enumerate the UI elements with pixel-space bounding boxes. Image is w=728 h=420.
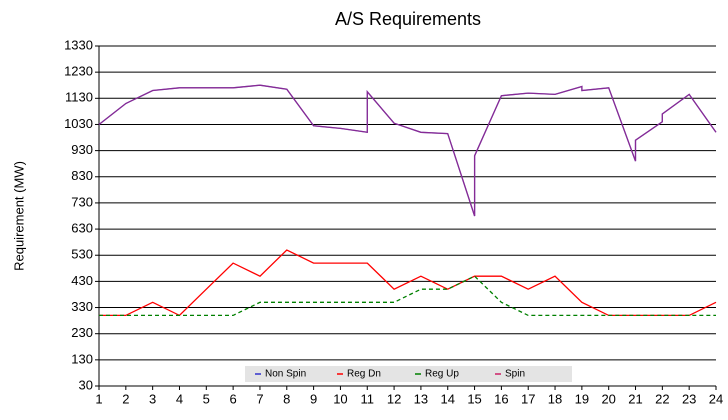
y-tick-label: 330 — [71, 299, 93, 314]
x-tick-label: 15 — [467, 391, 481, 406]
x-tick-label: 14 — [441, 391, 455, 406]
y-tick-label: 930 — [71, 142, 93, 157]
x-tick-label: 24 — [709, 391, 723, 406]
x-tick-label: 9 — [310, 391, 317, 406]
x-tick-label: 19 — [575, 391, 589, 406]
x-tick-label: 8 — [283, 391, 290, 406]
y-tick-label: 1230 — [64, 64, 93, 79]
y-tick-label: 130 — [71, 351, 93, 366]
y-tick-label: 430 — [71, 273, 93, 288]
y-tick-label: 530 — [71, 247, 93, 262]
legend-label: Reg Dn — [347, 369, 381, 380]
x-tick-label: 5 — [203, 391, 210, 406]
y-tick-label: 230 — [71, 325, 93, 340]
series-line — [98, 84, 717, 217]
y-axis-label: Requirement (MW) — [11, 161, 26, 271]
x-tick-label: 11 — [361, 391, 375, 406]
y-tick-label: 30 — [79, 377, 93, 392]
x-tick-label: 17 — [521, 391, 535, 406]
x-tick-label: 7 — [256, 391, 263, 406]
y-tick-label: 630 — [71, 221, 93, 236]
y-tick-label: 1330 — [64, 37, 93, 52]
x-tick-label: 13 — [414, 391, 428, 406]
legend-box — [245, 366, 572, 382]
x-tick-label: 2 — [122, 391, 129, 406]
y-tick-label: 730 — [71, 194, 93, 209]
x-tick-label: 23 — [682, 391, 696, 406]
x-tick-label: 16 — [494, 391, 508, 406]
x-tick-label: 20 — [601, 391, 615, 406]
x-tick-label: 12 — [387, 391, 401, 406]
x-tick-label: 3 — [149, 391, 156, 406]
legend-label: Non Spin — [265, 369, 306, 380]
legend-label: Spin — [505, 369, 525, 380]
legend-label: Reg Up — [425, 369, 459, 380]
x-tick-label: 21 — [628, 391, 642, 406]
series-line — [99, 249, 717, 317]
x-tick-label: 4 — [176, 391, 183, 406]
x-tick-label: 1 — [95, 391, 102, 406]
x-tick-label: 18 — [548, 391, 562, 406]
y-tick-label: 1130 — [65, 90, 93, 105]
chart-title: A/S Requirements — [335, 9, 481, 29]
x-tick-label: 22 — [655, 391, 669, 406]
y-tick-label: 830 — [71, 168, 93, 183]
x-tick-label: 10 — [333, 391, 347, 406]
y-tick-label: 1030 — [64, 116, 93, 131]
x-tick-label: 6 — [230, 391, 237, 406]
